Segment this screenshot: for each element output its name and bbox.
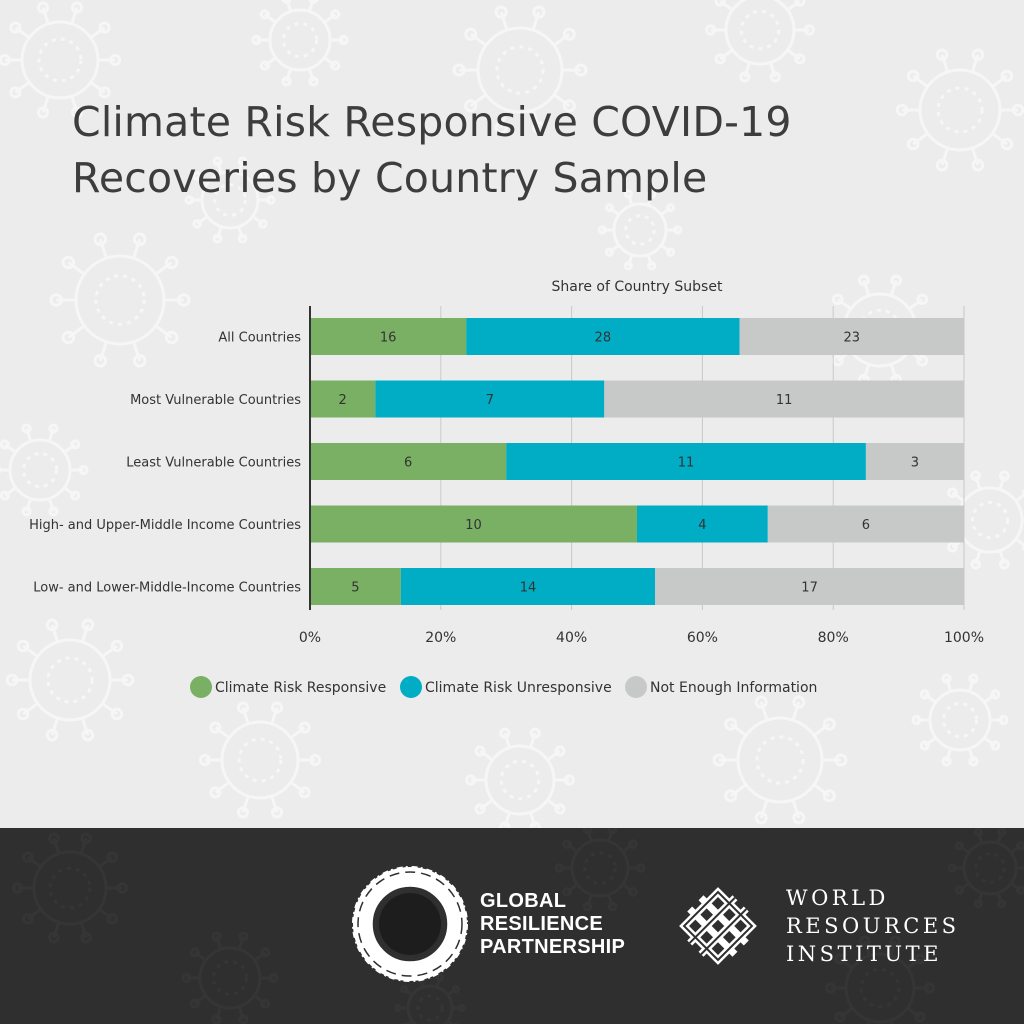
legend-label: Climate Risk Unresponsive <box>425 680 612 696</box>
x-tick-label: 40% <box>556 630 587 646</box>
bar-value-label: 11 <box>678 456 695 471</box>
x-tick-label: 60% <box>687 630 718 646</box>
legend-swatch <box>400 676 422 698</box>
virus-motif <box>554 828 646 912</box>
bar-segment <box>655 568 964 605</box>
x-tick-label: 100% <box>944 630 984 646</box>
bar-value-label: 3 <box>911 456 919 471</box>
virus-motif <box>0 1 122 119</box>
legend-label: Not Enough Information <box>650 680 817 696</box>
virus-motif <box>712 695 848 825</box>
virus-motif <box>5 618 135 742</box>
legend-swatch <box>625 676 647 698</box>
title-line-1: Climate Risk Responsive COVID-19 <box>72 98 792 146</box>
global-resilience-partnership-logo <box>352 866 468 982</box>
bar-segment <box>767 505 964 543</box>
legend-swatch <box>190 676 212 698</box>
virus-motif <box>0 423 89 517</box>
stacked-bar-chart: Share of Country Subset 0% 20% 40% 60% 80% 100… <box>29 279 984 698</box>
background-pattern <box>0 0 1024 828</box>
wri-line-3: INSTITUTE <box>786 942 942 966</box>
bar-segment <box>310 443 507 480</box>
bar-value-label: 14 <box>520 581 537 596</box>
grp-name: GLOBAL RESILIENCE PARTNERSHIP <box>480 890 625 959</box>
x-tick-label: 80% <box>818 630 849 646</box>
bar-value-label: 2 <box>339 393 347 408</box>
bar-value-label: 10 <box>465 518 482 533</box>
bar-segment <box>310 318 467 355</box>
virus-motif <box>198 701 322 819</box>
virus-motif <box>452 5 588 135</box>
bar-segment <box>400 568 656 605</box>
category-label: Low- and Lower-Middle-Income Countries <box>33 581 301 596</box>
wri-line-1: WORLD <box>786 886 889 910</box>
world-resources-institute-logo <box>679 887 757 965</box>
bar-segment <box>466 318 740 355</box>
virus-motif <box>181 931 279 1024</box>
wri-name: WORLD RESOURCES INSTITUTE <box>786 884 960 968</box>
virus-motif <box>947 828 1024 909</box>
virus-motif <box>49 232 191 368</box>
bar-segment <box>865 443 964 480</box>
bar-segment <box>637 505 768 543</box>
category-label: High- and Upper-Middle Income Countries <box>29 518 301 533</box>
bar-value-label: 23 <box>843 331 860 346</box>
bar-value-label: 6 <box>862 518 870 533</box>
bar-value-label: 4 <box>698 518 706 533</box>
bar-segment <box>506 443 866 480</box>
grp-line-3: PARTNERSHIP <box>480 936 626 958</box>
title-line-2: Recoveries by Country Sample <box>72 154 708 202</box>
legend-label: Climate Risk Responsive <box>215 680 386 696</box>
bar-value-label: 7 <box>486 393 494 408</box>
category-label: Most Vulnerable Countries <box>130 393 301 408</box>
category-label: Least Vulnerable Countries <box>126 456 301 471</box>
grp-line-1: GLOBAL <box>480 890 567 912</box>
virus-motif <box>11 832 129 944</box>
category-label: All Countries <box>218 331 301 346</box>
bar-segment <box>310 380 376 418</box>
bar-value-label: 16 <box>380 331 397 346</box>
virus-motif <box>825 935 935 1024</box>
virus-motif <box>895 48 1024 172</box>
virus-motif <box>705 0 815 83</box>
virus-motif <box>251 0 349 87</box>
virus-motif <box>911 673 1009 767</box>
page-title: Climate Risk Responsive COVID-19 Recover… <box>72 94 972 206</box>
bar-segment <box>310 568 401 605</box>
x-tick-label: 20% <box>425 630 456 646</box>
wri-line-2: RESOURCES <box>786 914 960 938</box>
bar-segment <box>375 380 605 418</box>
bar-value-label: 11 <box>776 393 793 408</box>
bar-value-label: 28 <box>595 331 612 346</box>
bar-value-label: 6 <box>404 456 412 471</box>
x-tick-label: 0% <box>299 630 321 646</box>
bar-segment <box>310 505 637 543</box>
bar-value-label: 17 <box>801 581 818 596</box>
bar-segment <box>739 318 964 355</box>
footer-pattern <box>11 828 1024 1024</box>
chart-title: Share of Country Subset <box>552 279 723 295</box>
virus-motif <box>465 727 575 828</box>
footer: GLOBAL RESILIENCE PARTNERSHIP WORLD RESO… <box>0 828 1024 1024</box>
grp-line-2: RESILIENCE <box>480 913 604 935</box>
bar-value-label: 5 <box>351 581 359 596</box>
virus-motif <box>597 189 683 271</box>
virus-motif <box>184 156 276 244</box>
bar-segment <box>604 380 964 418</box>
